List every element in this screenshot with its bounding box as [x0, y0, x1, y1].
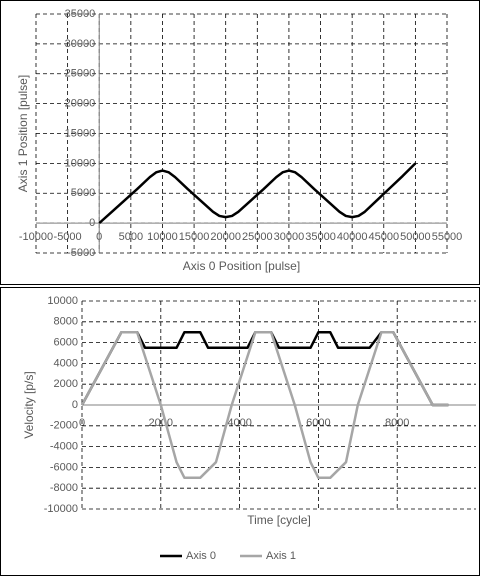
x-tick-label: -10000 [19, 231, 53, 243]
x-tick-label: 25000 [242, 231, 273, 243]
x-tick-label: 8000 [385, 417, 409, 429]
y-tick-label: 30000 [65, 38, 96, 50]
y-axis-title: Axis 1 Position [pulse] [16, 75, 30, 192]
y-tick-label: 15000 [65, 127, 96, 139]
x-tick-label: 2000 [149, 417, 173, 429]
x-axis-title: Time [cycle] [247, 513, 311, 527]
x-tick-label: 45000 [368, 231, 399, 243]
x-tick-label: 5000 [119, 231, 143, 243]
x-axis-title: Axis 0 Position [pulse] [183, 259, 300, 273]
data-line [80, 330, 449, 480]
y-tick-label: 10000 [47, 295, 78, 307]
x-tick-label: -5000 [54, 231, 82, 243]
x-tick-label: 40000 [337, 231, 368, 243]
y-tick-label: 8000 [54, 316, 78, 328]
y-axis-title: Velocity [p/s] [22, 371, 36, 438]
legend-label: Axis 0 [186, 550, 216, 562]
y-tick-label: -4000 [50, 441, 78, 453]
x-tick-label: 15000 [179, 231, 210, 243]
y-tick-label: -5000 [67, 247, 95, 259]
x-tick-label: 4000 [227, 417, 251, 429]
y-tick-label: -2000 [50, 420, 78, 432]
x-tick-label: 6000 [306, 417, 330, 429]
x-tick-label: 30000 [274, 231, 305, 243]
x-tick-label: 35000 [305, 231, 336, 243]
panel-border [0, 0, 480, 285]
x-tick-label: 55000 [432, 231, 463, 243]
y-tick-label: 20000 [65, 98, 96, 110]
x-tick-label: 50000 [400, 231, 431, 243]
x-tick-label: 10000 [147, 231, 178, 243]
y-tick-label: 0 [72, 399, 78, 411]
data-line [98, 162, 417, 225]
x-tick-label: 0 [79, 417, 85, 429]
y-tick-label: -10000 [44, 503, 78, 515]
y-tick-label: 2000 [54, 378, 78, 390]
y-tick-label: -8000 [50, 482, 78, 494]
y-tick-label: 5000 [71, 187, 95, 199]
x-tick-label: 20000 [210, 231, 241, 243]
y-tick-label: 6000 [54, 337, 78, 349]
y-tick-label: 25000 [65, 68, 96, 80]
y-tick-label: 35000 [65, 8, 96, 20]
y-tick-label: 10000 [65, 157, 96, 169]
legend-label: Axis 1 [266, 550, 296, 562]
y-tick-label: 4000 [54, 357, 78, 369]
y-tick-label: -6000 [50, 461, 78, 473]
panel-border [0, 287, 480, 576]
data-line [80, 330, 449, 407]
